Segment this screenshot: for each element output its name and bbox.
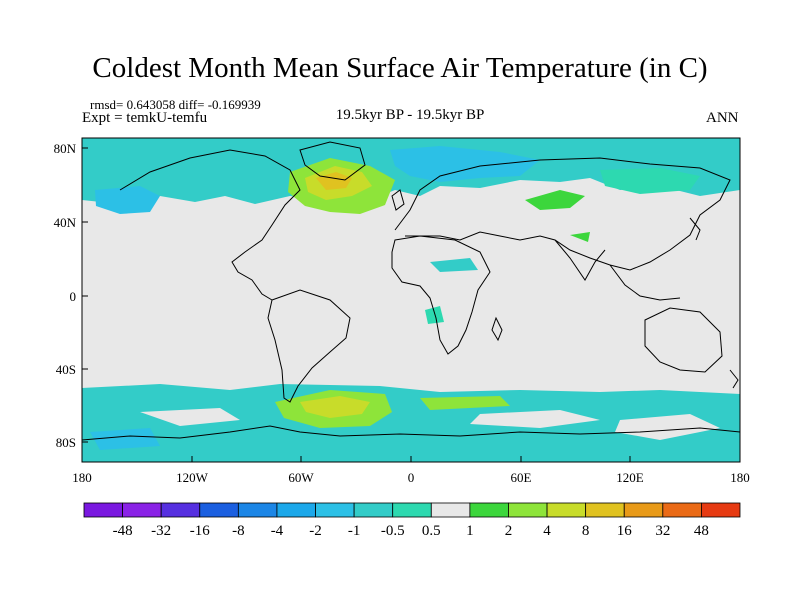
colorbar-label: -2 [309,523,322,539]
colorbar-box [546,502,587,518]
coast-europe-asia [394,157,731,271]
colorbar-label: 8 [582,523,590,539]
colorbar-label: 4 [543,523,551,539]
colorbar-box [623,502,664,518]
period-subtitle: 19.5kyr BP - 19.5kyr BP [335,107,485,123]
colorbar-box [430,502,471,518]
colorbar-label: -32 [151,523,171,539]
colorbar [83,502,741,518]
coast-greenland [299,141,366,181]
lon-label-120w: 120W [176,470,209,485]
colorbar-box [469,502,509,518]
longitude-axis [81,456,741,462]
coast-southeast-asia [609,264,681,301]
colorbar-box [199,502,239,518]
colorbar-label: 1 [466,523,474,539]
lon-label-180e: 180 [730,470,750,485]
colorbar-box [237,502,278,518]
rmsd-diff-stats: rmsd= 0.643058 diff= -0.169939 [90,97,261,112]
southern-ocean-negative [82,384,740,462]
southern-ocean-stronger-negative [90,428,160,450]
colorbar-label: 32 [655,523,670,539]
colorbar-box [122,502,162,518]
colorbar-label: -8 [232,523,245,539]
colorbar-box [83,502,123,518]
arctic-strong-negative [390,146,540,182]
colorbar-box [392,502,432,518]
coast-africa [391,235,491,355]
map-panel [81,137,741,463]
coast-japan [689,217,701,241]
south-atlantic-warm-core [300,396,370,418]
colorbar-label: -4 [271,523,284,539]
colorbar-labels: -48 -32 -16 -8 -4 -2 -1 -0.5 0.5 1 2 4 8 16 32 48 [113,523,709,539]
coast-indian-subcontinent [554,239,606,281]
coastlines [81,141,741,441]
antarctic-neutral-b [615,414,720,440]
colorbar-label: 0.5 [422,523,441,539]
lat-label-80n: 80N [54,141,77,156]
coast-madagascar [491,316,503,342]
coast-south-america [267,289,351,403]
colorbar-label: 16 [617,523,633,539]
colorbar-box [662,502,702,518]
coast-antarctica [81,425,741,441]
coast-british-isles [391,189,405,211]
lat-label-40n: 40N [54,215,77,230]
colorbar-label: -48 [113,523,133,539]
experiment-label: Expt = temkU-temfu [82,110,208,126]
colorbar-label: -16 [190,523,210,539]
lon-label-60w: 60W [288,470,314,485]
coast-australia [644,307,723,373]
colorbar-box [508,502,548,518]
map-title: Coldest Month Mean Surface Air Temperatu… [92,52,708,84]
central-asia-positive [525,190,585,210]
lat-label-80s: 80S [56,435,76,450]
africa-east-patch [570,232,590,242]
season-label: ANN [706,110,739,126]
lon-label-0: 0 [408,470,415,485]
colorbar-label: -1 [348,523,361,539]
lon-label-60e: 60E [511,470,532,485]
lat-label-0: 0 [70,289,77,304]
latitude-axis [82,147,88,443]
indian-ocean-positive [420,396,510,410]
lat-label-40s: 40S [56,362,76,377]
colorbar-box [315,502,355,518]
siberia-negative-patch [600,168,700,194]
colorbar-label: 2 [505,523,513,539]
antarctic-neutral-a [470,410,600,428]
coast-north-america [119,149,301,301]
colorbar-box [701,502,741,518]
colorbar-box [276,502,316,518]
mid-atlantic-small-patch [430,258,478,272]
coast-new-zealand [729,369,739,389]
colorbar-label: -0.5 [381,523,405,539]
colorbar-box [585,502,625,518]
south-atlantic-small-patch [425,306,444,324]
lon-label-180w: 180 [72,470,92,485]
colorbar-box [353,502,394,518]
colorbar-box [160,502,201,518]
pacific-negative-patch [95,186,160,214]
southern-ocean-light-band [140,408,240,426]
colorbar-label: 48 [694,523,709,539]
lon-label-120e: 120E [616,470,644,485]
